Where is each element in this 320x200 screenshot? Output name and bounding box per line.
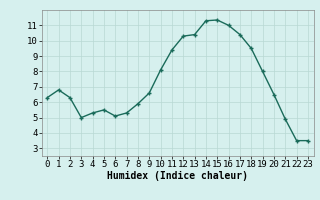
X-axis label: Humidex (Indice chaleur): Humidex (Indice chaleur)	[107, 171, 248, 181]
